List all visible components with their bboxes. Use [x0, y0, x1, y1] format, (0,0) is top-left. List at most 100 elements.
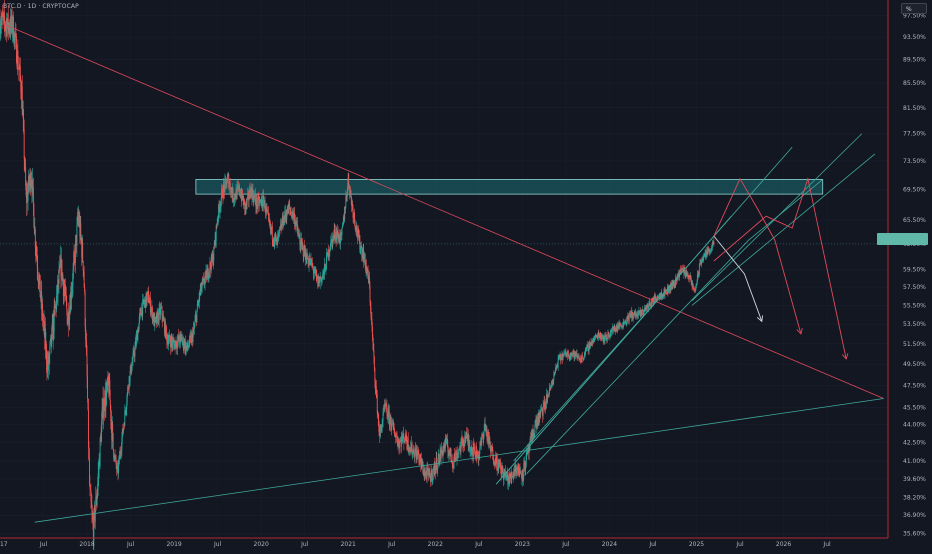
time-tick-label: Jul: [39, 541, 48, 548]
price-tick-label: 38.20%: [903, 494, 926, 501]
candle-body: [134, 347, 135, 357]
time-tick-label: 2020: [254, 541, 269, 548]
price-tick-label: 44.00%: [903, 422, 926, 429]
candle-body: [289, 205, 290, 208]
time-tick-label: 2021: [341, 541, 356, 548]
price-tick-label: 85.50%: [903, 80, 926, 87]
candle-body: [33, 187, 34, 204]
candle-body: [430, 476, 431, 482]
candle-body: [481, 436, 482, 444]
candle-body: [239, 185, 240, 192]
resistance-zone-group: [196, 179, 823, 194]
candle-body: [348, 173, 349, 184]
candle-body: [95, 511, 96, 522]
candle-body: [225, 179, 226, 182]
candle-body: [621, 326, 622, 327]
currency-button[interactable]: %: [901, 3, 927, 14]
time-tick-label: 2019: [166, 541, 181, 548]
candle-body: [703, 257, 704, 260]
price-tick-label: 51.50%: [903, 341, 926, 348]
time-tick-label: 2017: [0, 541, 8, 548]
candle-body: [207, 272, 208, 280]
time-tick-label: 2024: [602, 541, 617, 548]
price-tick-label: 93.50%: [903, 34, 926, 41]
candle-body: [133, 353, 134, 361]
candle-body: [341, 228, 342, 235]
last-price-tag: [877, 233, 928, 245]
candle-body: [168, 337, 169, 342]
candle-body: [66, 301, 67, 309]
candle-body: [474, 447, 475, 451]
price-tick-label: 53.50%: [903, 321, 926, 328]
candle-body: [373, 350, 374, 356]
candle-body: [112, 425, 113, 433]
time-tick-label: 2026: [776, 541, 791, 548]
candle-body: [543, 407, 544, 417]
candle-body: [713, 242, 714, 245]
candle-body: [40, 275, 41, 297]
price-tick-label: 59.50%: [903, 267, 926, 274]
candle-body: [51, 328, 52, 345]
candle-body: [463, 440, 464, 444]
candle-body: [194, 321, 195, 325]
candle-body: [370, 286, 371, 301]
candle-body: [553, 374, 554, 381]
candle-body: [213, 247, 214, 261]
price-tick-label: 69.50%: [903, 187, 926, 194]
candle-body: [82, 243, 83, 261]
time-tick-label: Jul: [822, 541, 831, 548]
time-tick-label: Jul: [648, 541, 657, 548]
time-tick-label: 2018: [79, 541, 94, 548]
price-tick-label: 36.90%: [903, 512, 926, 519]
time-tick-label: 2023: [515, 541, 530, 548]
time-tick-label: Jul: [387, 541, 396, 548]
candle-body: [226, 183, 227, 187]
price-tick-label: 55.50%: [903, 302, 926, 309]
candle-body: [399, 442, 400, 448]
time-tick-label: Jul: [735, 541, 744, 548]
candle-body: [24, 129, 25, 159]
candle-body: [355, 220, 356, 227]
symbol-label[interactable]: BTC.D · 1D · CRYPTOCAP: [3, 3, 79, 10]
price-tick-label: 77.50%: [903, 131, 926, 138]
candle-body: [244, 199, 245, 201]
price-tick-label: 73.50%: [903, 158, 926, 165]
time-tick-label: Jul: [300, 541, 309, 548]
price-tick-label: 39.60%: [903, 476, 926, 483]
candle-body: [641, 311, 642, 315]
candle-body: [132, 364, 133, 371]
candle-body: [230, 183, 231, 190]
candle-body: [110, 405, 111, 421]
price-tick-label: 35.60%: [903, 531, 926, 538]
candle-body: [496, 457, 497, 468]
candle-body: [113, 433, 114, 450]
candle-body: [326, 270, 327, 272]
price-tick-label: 49.50%: [903, 361, 926, 368]
candle-body: [465, 438, 466, 443]
time-tick-label: Jul: [561, 541, 570, 548]
candle-body: [540, 409, 541, 412]
time-tick-label: 2022: [428, 541, 443, 548]
time-tick-label: Jul: [213, 541, 222, 548]
price-tick-label: 57.50%: [903, 284, 926, 291]
price-tick-label: 81.50%: [903, 105, 926, 112]
price-tick-label: 41.00%: [903, 458, 926, 465]
time-tick-label: Jul: [126, 541, 135, 548]
candle-body: [100, 438, 101, 466]
time-tick-label: 2025: [689, 541, 704, 548]
candle-body: [272, 226, 273, 240]
candle-body: [87, 377, 88, 399]
candle-body: [644, 312, 645, 313]
resistance-zone: [196, 179, 823, 194]
price-tick-label: 89.50%: [903, 57, 926, 64]
candle-body: [76, 225, 77, 246]
price-tick-label: 45.50%: [903, 404, 926, 411]
price-tick-label: 47.50%: [903, 382, 926, 389]
price-tick-label: 42.50%: [903, 440, 926, 447]
candle-body: [374, 356, 375, 367]
candle-body: [83, 261, 84, 271]
candle-body: [689, 278, 690, 279]
